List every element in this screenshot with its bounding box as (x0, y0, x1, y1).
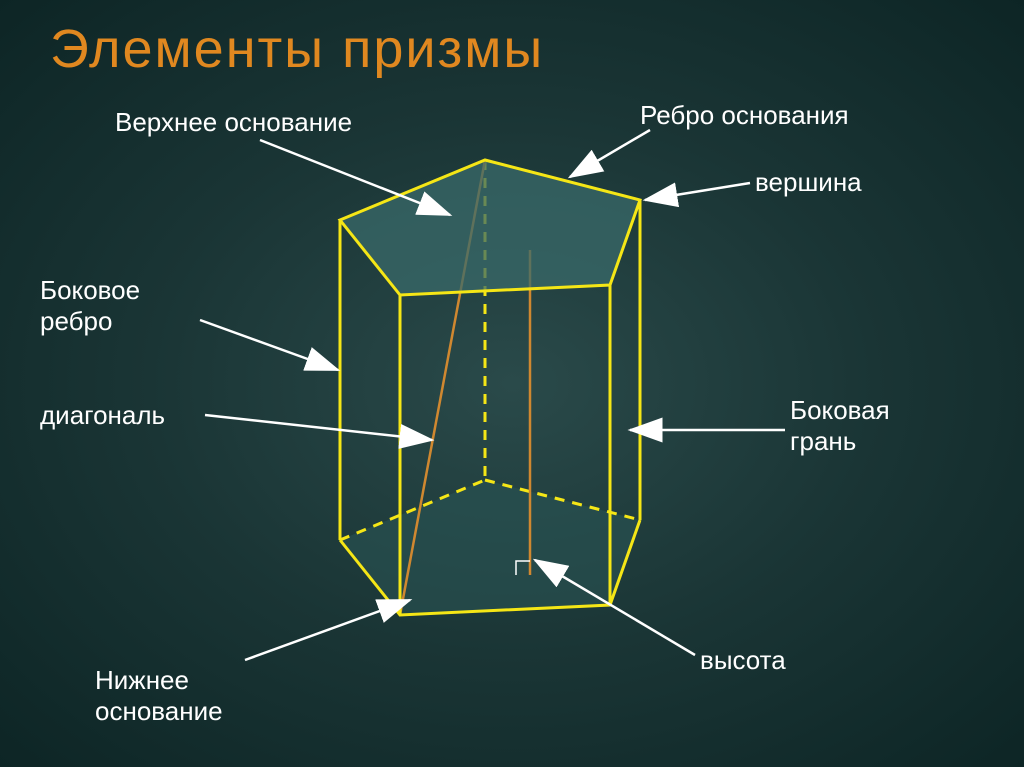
label-vertex: вершина (755, 167, 862, 198)
label-side-edge: Боковоеребро (40, 275, 140, 337)
label-base-edge: Ребро основания (640, 100, 849, 131)
label-side-face: Боковаягрань (790, 395, 890, 457)
label-top-base: Верхнее основание (115, 107, 352, 138)
label-diagonal: диагональ (40, 400, 165, 431)
label-bottom-base: Нижнееоснование (95, 665, 223, 727)
slide-title: Элементы призмы (50, 18, 544, 80)
label-height: высота (700, 645, 786, 676)
